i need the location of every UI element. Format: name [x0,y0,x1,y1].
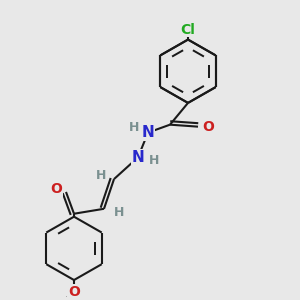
Text: H: H [114,206,124,219]
Text: O: O [68,285,80,299]
Text: N: N [132,150,144,165]
Text: O: O [50,182,62,196]
Text: Cl: Cl [181,23,195,37]
Text: H: H [149,154,159,167]
Text: H: H [96,169,106,182]
Text: H: H [129,121,139,134]
Text: O: O [202,120,214,134]
Text: N: N [142,125,154,140]
